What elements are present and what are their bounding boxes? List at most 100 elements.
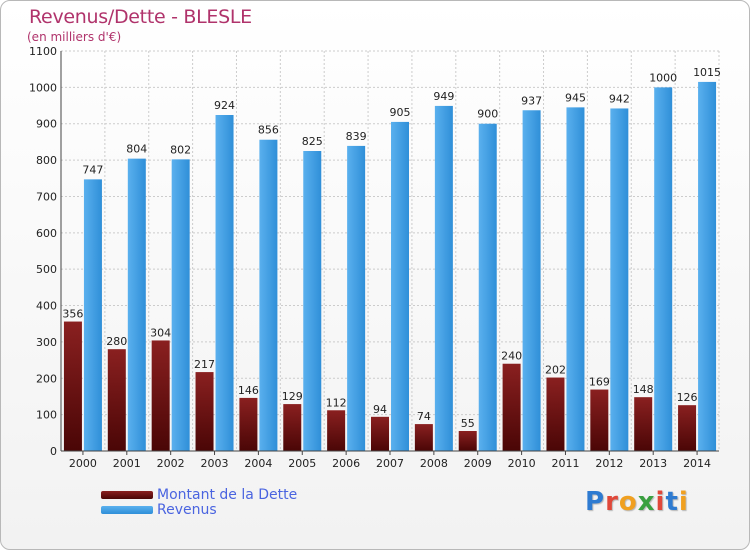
bar-dette [634,397,653,451]
bar-dette [502,363,521,451]
y-tick-label: 600 [36,227,57,240]
data-label-dette: 112 [326,396,347,409]
y-tick-label: 1000 [29,81,57,94]
x-tick-label: 2008 [420,457,448,470]
bar-revenus [127,158,146,452]
y-tick-label: 200 [36,372,57,385]
x-tick-label: 2005 [288,457,316,470]
x-tick-label: 2012 [595,457,623,470]
data-label-revenus: 937 [521,94,542,107]
data-label-revenus: 924 [214,99,235,112]
x-tick-label: 2003 [201,457,229,470]
data-label-revenus: 804 [126,143,147,156]
y-tick-label: 1100 [29,45,57,58]
data-label-revenus: 747 [82,163,103,176]
legend-label-dette: Montant de la Dette [157,486,298,503]
bar-revenus [171,159,190,451]
data-label-dette: 169 [589,376,610,389]
bar-revenus [698,81,717,451]
x-tick-label: 2006 [332,457,360,470]
y-tick-label: 500 [36,263,57,276]
bar-revenus [215,115,234,451]
data-label-dette: 94 [373,403,387,416]
x-tick-label: 2001 [113,457,141,470]
chart-title: Revenus/Dette - BLESLE [29,6,252,28]
bar-dette [546,377,565,451]
data-label-dette: 240 [501,350,522,363]
data-label-revenus: 942 [609,92,630,105]
legend-swatch-revenus [101,505,153,514]
bar-revenus [347,145,366,451]
data-label-dette: 217 [194,358,215,371]
bar-revenus [391,121,409,451]
logo-letter: i [678,487,689,517]
legend-item-revenus: Revenus [101,501,297,518]
data-label-dette: 126 [677,391,698,404]
logo-letter: x [637,487,656,517]
data-label-dette: 74 [417,410,431,423]
data-label-dette: 146 [238,384,259,397]
legend-swatch-dette [101,490,153,499]
data-label-revenus: 825 [302,135,323,148]
y-tick-label: 900 [36,118,57,131]
data-label-dette: 356 [62,308,83,321]
logo-letter: i [655,487,666,517]
bar-dette [239,397,258,451]
bar-dette [590,389,609,451]
y-tick-label: 100 [36,409,57,422]
logo-letter: P [585,487,606,517]
chart-subtitle: (en milliers d'€) [27,30,122,44]
data-label-revenus: 900 [477,108,498,121]
bar-dette [63,321,82,451]
logo-letter: r [605,487,619,517]
bar-dette [414,424,433,451]
legend-label-revenus: Revenus [157,501,217,518]
bar-revenus [303,151,322,451]
x-tick-label: 2009 [464,457,492,470]
logo-letter: o [618,487,638,517]
legend-item-dette: Montant de la Dette [101,486,298,503]
bar-dette [371,416,389,451]
logo-letter: t [665,487,679,517]
x-tick-label: 2010 [508,457,536,470]
x-tick-label: 2000 [69,457,97,470]
data-label-dette: 148 [633,383,654,396]
bar-dette [458,431,477,451]
y-tick-label: 700 [36,190,57,203]
y-tick-label: 300 [36,336,57,349]
data-label-dette: 129 [282,390,303,403]
x-tick-label: 2002 [157,457,185,470]
legend: Montant de la Dette Revenus [101,486,298,518]
data-label-dette: 280 [106,335,127,348]
bar-dette [107,349,126,451]
data-label-revenus: 1000 [649,71,677,84]
y-tick-label: 800 [36,154,57,167]
bar-revenus [259,139,278,451]
bar-dette [283,404,302,451]
x-tick-label: 2004 [244,457,272,470]
x-tick-label: 2011 [551,457,579,470]
bar-dette [151,340,170,451]
data-label-revenus: 839 [346,130,367,143]
x-tick-label: 2013 [639,457,667,470]
bar-revenus [478,123,497,452]
proxiti-logo: Proxiti [585,487,689,517]
data-label-revenus: 1015 [693,66,721,79]
y-tick-label: 0 [50,445,57,458]
y-tick-label: 400 [36,300,57,313]
bar-revenus [522,110,541,451]
data-label-revenus: 945 [565,91,586,104]
x-tick-label: 2007 [376,457,404,470]
data-label-dette: 202 [545,364,566,377]
bar-dette [195,372,214,451]
data-label-dette: 55 [461,417,475,430]
bar-revenus [566,107,585,451]
data-label-revenus: 949 [433,90,454,103]
data-label-dette: 304 [150,326,171,339]
bar-dette [327,410,346,451]
data-label-revenus: 856 [258,124,279,137]
bar-dette [678,405,697,451]
data-label-revenus: 802 [170,143,191,156]
